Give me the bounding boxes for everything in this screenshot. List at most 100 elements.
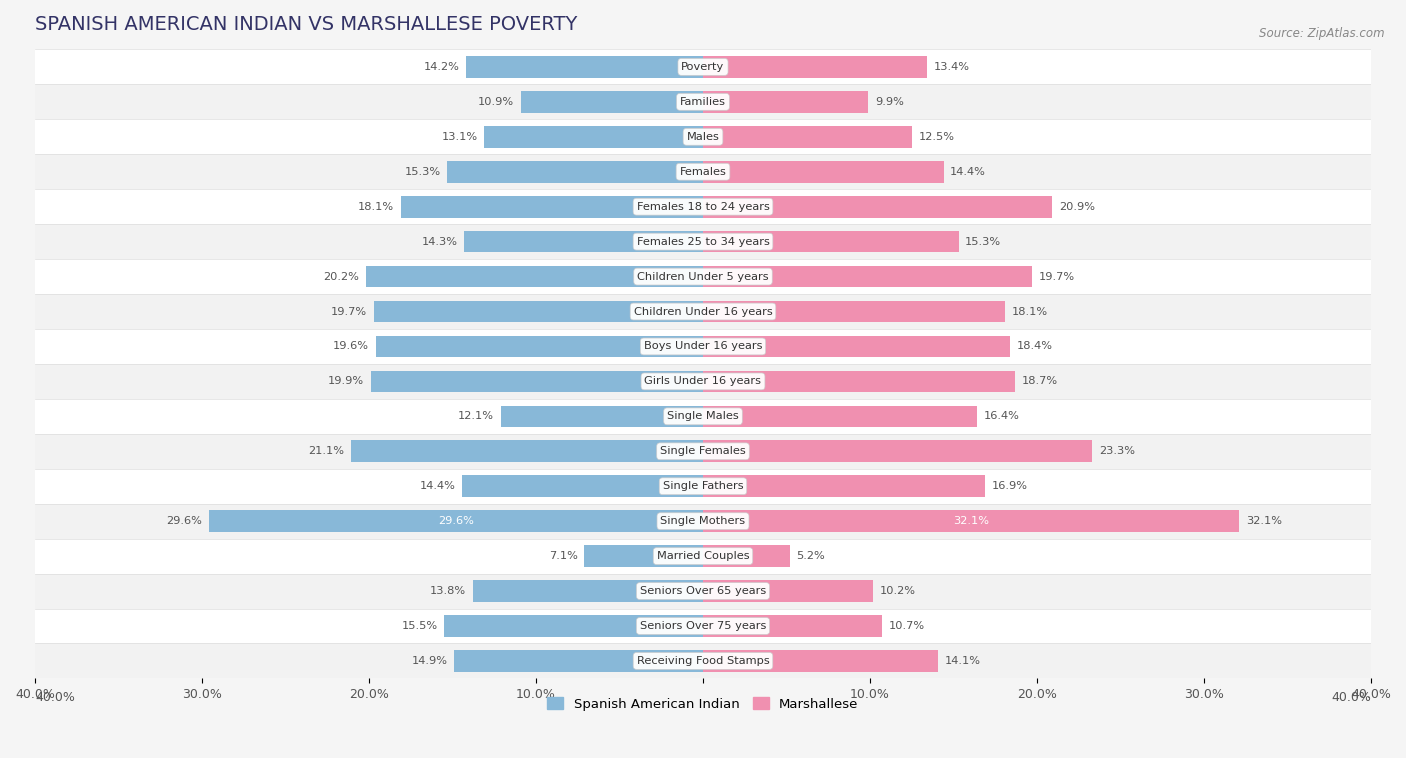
Text: 10.7%: 10.7% xyxy=(889,621,925,631)
Bar xyxy=(208,510,703,532)
Bar xyxy=(703,650,938,672)
Text: 16.9%: 16.9% xyxy=(993,481,1028,491)
Text: 16.4%: 16.4% xyxy=(984,412,1019,421)
Bar xyxy=(35,259,1371,294)
Bar xyxy=(374,301,703,322)
Bar xyxy=(366,266,703,287)
Bar xyxy=(35,294,1371,329)
Text: 19.9%: 19.9% xyxy=(328,377,364,387)
Bar xyxy=(35,190,1371,224)
Text: 29.6%: 29.6% xyxy=(166,516,202,526)
Bar xyxy=(484,126,703,148)
Text: Poverty: Poverty xyxy=(682,62,724,72)
Bar xyxy=(703,301,1005,322)
Bar xyxy=(454,650,703,672)
Text: 12.5%: 12.5% xyxy=(918,132,955,142)
Text: Females 25 to 34 years: Females 25 to 34 years xyxy=(637,236,769,246)
Text: Married Couples: Married Couples xyxy=(657,551,749,561)
Text: 9.9%: 9.9% xyxy=(875,97,904,107)
Text: Boys Under 16 years: Boys Under 16 years xyxy=(644,341,762,352)
Text: 5.2%: 5.2% xyxy=(797,551,825,561)
Text: Girls Under 16 years: Girls Under 16 years xyxy=(644,377,762,387)
Text: 19.7%: 19.7% xyxy=(332,306,367,317)
Text: 15.3%: 15.3% xyxy=(965,236,1001,246)
Bar xyxy=(703,406,977,428)
Text: Single Fathers: Single Fathers xyxy=(662,481,744,491)
Text: 23.3%: 23.3% xyxy=(1099,446,1135,456)
Bar xyxy=(703,56,927,78)
Text: 10.9%: 10.9% xyxy=(478,97,515,107)
Bar xyxy=(375,336,703,357)
Text: 40.0%: 40.0% xyxy=(35,691,75,703)
Bar xyxy=(463,475,703,497)
Text: 15.3%: 15.3% xyxy=(405,167,441,177)
Bar xyxy=(35,119,1371,155)
Bar xyxy=(703,266,1032,287)
Text: 19.6%: 19.6% xyxy=(333,341,368,352)
Bar xyxy=(703,91,869,113)
Text: 29.6%: 29.6% xyxy=(437,516,474,526)
Text: 15.5%: 15.5% xyxy=(401,621,437,631)
Text: 14.3%: 14.3% xyxy=(422,236,457,246)
Bar xyxy=(350,440,703,462)
Text: 32.1%: 32.1% xyxy=(953,516,988,526)
Text: 32.1%: 32.1% xyxy=(1246,516,1282,526)
Text: 18.4%: 18.4% xyxy=(1017,341,1053,352)
Text: 18.7%: 18.7% xyxy=(1022,377,1059,387)
Text: 13.8%: 13.8% xyxy=(430,586,465,596)
Bar xyxy=(401,196,703,218)
Bar xyxy=(35,329,1371,364)
Text: Males: Males xyxy=(686,132,720,142)
Text: 20.2%: 20.2% xyxy=(323,271,359,281)
Text: 7.1%: 7.1% xyxy=(548,551,578,561)
Bar xyxy=(35,49,1371,84)
Bar xyxy=(35,468,1371,504)
Text: Single Mothers: Single Mothers xyxy=(661,516,745,526)
Text: 14.1%: 14.1% xyxy=(945,656,981,666)
Bar xyxy=(447,161,703,183)
Bar xyxy=(703,230,959,252)
Bar xyxy=(703,510,1239,532)
Text: 18.1%: 18.1% xyxy=(359,202,394,211)
Text: Single Females: Single Females xyxy=(661,446,745,456)
Bar xyxy=(703,580,873,602)
Bar xyxy=(522,91,703,113)
Text: 20.9%: 20.9% xyxy=(1059,202,1095,211)
Text: Source: ZipAtlas.com: Source: ZipAtlas.com xyxy=(1260,27,1385,39)
Text: Seniors Over 65 years: Seniors Over 65 years xyxy=(640,586,766,596)
Bar xyxy=(465,56,703,78)
Bar xyxy=(501,406,703,428)
Bar xyxy=(35,644,1371,678)
Bar xyxy=(703,126,911,148)
Text: Families: Families xyxy=(681,97,725,107)
Text: 14.2%: 14.2% xyxy=(423,62,460,72)
Bar xyxy=(35,399,1371,434)
Text: 10.2%: 10.2% xyxy=(880,586,917,596)
Text: Children Under 16 years: Children Under 16 years xyxy=(634,306,772,317)
Bar xyxy=(35,574,1371,609)
Bar xyxy=(464,230,703,252)
Bar xyxy=(585,545,703,567)
Text: 18.1%: 18.1% xyxy=(1012,306,1047,317)
Bar xyxy=(35,364,1371,399)
Text: 14.9%: 14.9% xyxy=(412,656,447,666)
Bar xyxy=(703,545,790,567)
Bar xyxy=(35,504,1371,539)
Text: 12.1%: 12.1% xyxy=(458,412,495,421)
Bar xyxy=(35,84,1371,119)
Text: 14.4%: 14.4% xyxy=(420,481,456,491)
Legend: Spanish American Indian, Marshallese: Spanish American Indian, Marshallese xyxy=(543,692,863,716)
Text: Children Under 5 years: Children Under 5 years xyxy=(637,271,769,281)
Bar xyxy=(35,224,1371,259)
Bar xyxy=(703,196,1052,218)
Text: Seniors Over 75 years: Seniors Over 75 years xyxy=(640,621,766,631)
Bar xyxy=(35,609,1371,644)
Bar xyxy=(371,371,703,392)
Text: 19.7%: 19.7% xyxy=(1039,271,1074,281)
Bar xyxy=(703,475,986,497)
Text: Single Males: Single Males xyxy=(666,412,740,421)
Text: 13.1%: 13.1% xyxy=(441,132,478,142)
Bar xyxy=(703,371,1015,392)
Text: 13.4%: 13.4% xyxy=(934,62,970,72)
Text: Females: Females xyxy=(679,167,727,177)
